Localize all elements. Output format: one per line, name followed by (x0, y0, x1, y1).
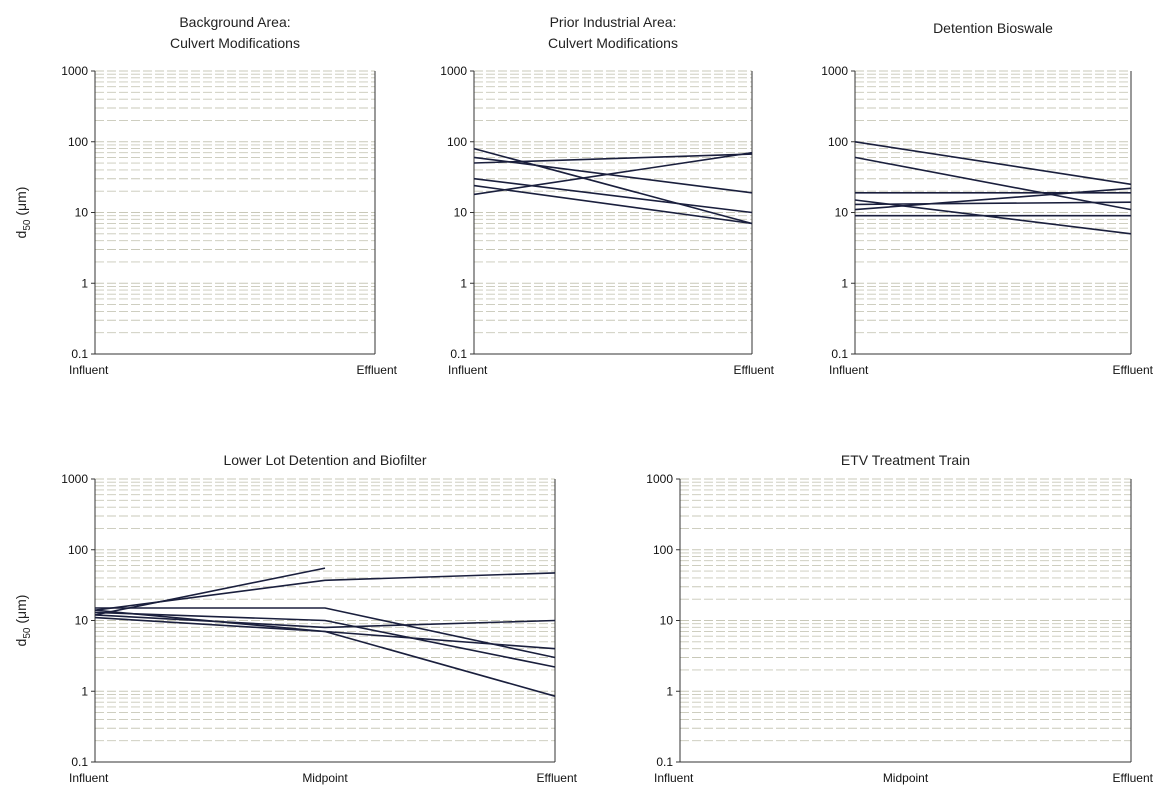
y-axis-label: d50 (μm) (13, 187, 33, 239)
y-tick-label: 10 (75, 206, 89, 220)
y-tick-label: 1 (666, 684, 673, 698)
series-line-3 (95, 607, 556, 659)
x-tick-label: Influent (448, 363, 488, 377)
series-line-1 (94, 567, 326, 616)
y-tick-label: 100 (68, 543, 88, 557)
series-line-2 (854, 156, 1132, 211)
chart-title: Detention Bioswale (933, 20, 1053, 36)
y-tick-label: 0.1 (450, 347, 467, 361)
series-line-6 (854, 187, 1132, 211)
series-line-5 (473, 184, 753, 225)
series-line-4 (94, 611, 556, 668)
series-line-5 (854, 201, 1132, 206)
series-line-3 (473, 153, 753, 164)
chart-panel-5: ETV Treatment Train 1000 100 10 1 0.1 Influent… (646, 452, 1153, 785)
chart-title: Prior Industrial Area: (550, 14, 677, 30)
x-tick-label: Influent (829, 363, 869, 377)
y-tick-label: 0.1 (831, 347, 848, 361)
y-tick-label: 1000 (821, 64, 848, 78)
series-line-2 (94, 572, 556, 611)
x-tick-label: Influent (654, 771, 694, 785)
chart-title: Culvert Modifications (548, 35, 678, 51)
y-tick-label: 100 (828, 135, 848, 149)
y-tick-label: 0.1 (71, 347, 88, 361)
x-tick-label: Effluent (734, 363, 775, 377)
y-tick-label: 10 (660, 614, 674, 628)
x-tick-label: Effluent (357, 363, 398, 377)
y-tick-label: 10 (835, 206, 849, 220)
series-line-6 (94, 609, 556, 650)
chart-title: Lower Lot Detention and Biofilter (223, 452, 426, 468)
series-line-6 (473, 151, 753, 196)
x-tick-label: Midpoint (883, 771, 929, 785)
y-tick-label: 1 (460, 276, 467, 290)
chart-panel-3: Detention Bioswale 1000 100 10 1 0.1 Influent E… (821, 20, 1153, 377)
chart-panel-4: Lower Lot Detention and Biofilter1000100… (13, 452, 578, 785)
y-tick-label: 100 (447, 135, 467, 149)
y-tick-label: 1 (841, 276, 848, 290)
y-tick-label: 100 (653, 543, 673, 557)
x-tick-label: Effluent (1113, 363, 1154, 377)
series-line-1 (854, 141, 1132, 186)
chart-panel-2: Prior Industrial Area: Culvert Modificati… (440, 14, 774, 377)
series-line-7 (94, 616, 556, 697)
series-line-4 (854, 199, 1132, 235)
y-tick-label: 1 (81, 684, 88, 698)
y-tick-label: 1000 (440, 64, 467, 78)
y-axis-label: d50 (μm) (13, 595, 33, 647)
x-tick-label: Influent (69, 363, 109, 377)
y-tick-label: 100 (68, 135, 88, 149)
chart-title: ETV Treatment Train (841, 452, 970, 468)
x-tick-label: Midpoint (302, 771, 348, 785)
y-tick-label: 1 (81, 276, 88, 290)
y-tick-label: 1000 (646, 472, 673, 486)
x-tick-label: Effluent (537, 771, 578, 785)
y-tick-label: 1000 (61, 64, 88, 78)
chart-title: Culvert Modifications (170, 35, 300, 51)
series-line-5 (94, 614, 556, 629)
y-tick-label: 0.1 (71, 755, 88, 769)
x-tick-label: Effluent (1113, 771, 1154, 785)
y-tick-label: 10 (454, 206, 468, 220)
y-tick-label: 10 (75, 614, 89, 628)
x-tick-label: Influent (69, 771, 109, 785)
series-line-4 (473, 177, 753, 214)
y-tick-label: 0.1 (656, 755, 673, 769)
series-line-2 (473, 156, 753, 194)
y-tick-label: 1000 (61, 472, 88, 486)
chart-panel-1: Background Area:Culvert Modifications100… (13, 14, 398, 377)
chart-title: Background Area: (179, 14, 290, 30)
